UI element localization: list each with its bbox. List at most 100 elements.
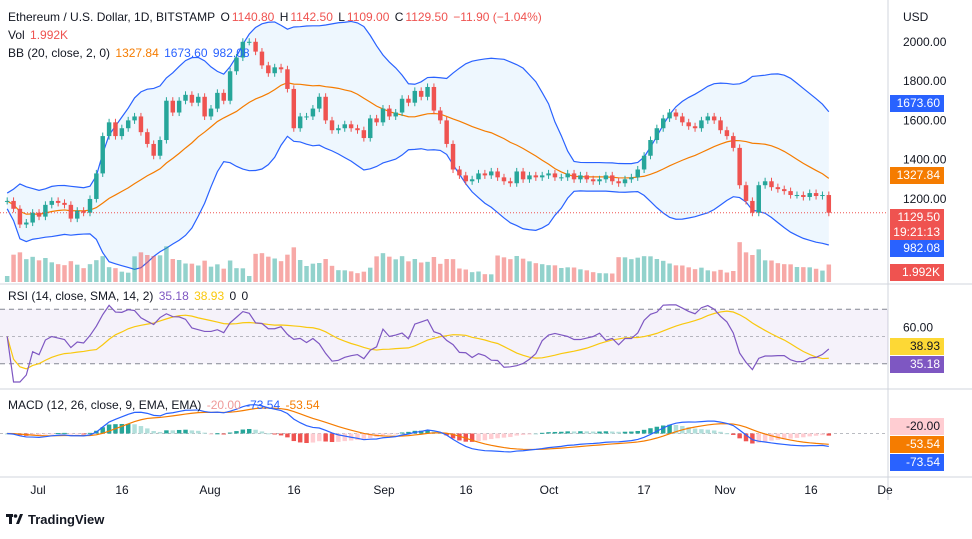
macd-histogram-bar bbox=[215, 433, 220, 435]
candle-body bbox=[355, 128, 360, 131]
macd-histogram-bar bbox=[826, 433, 832, 436]
volume-bar bbox=[399, 256, 405, 282]
volume-bar bbox=[125, 272, 131, 282]
bb-lower-tag: 982.08 bbox=[890, 240, 944, 257]
candle-body bbox=[215, 92, 220, 109]
volume-bar bbox=[355, 273, 360, 282]
rsi-sma-line bbox=[6, 310, 829, 370]
volume-bar bbox=[176, 260, 182, 282]
candle-body bbox=[272, 67, 277, 74]
volume-bar bbox=[667, 263, 672, 282]
macd-histogram-bar bbox=[317, 433, 322, 442]
macd-histogram-bar bbox=[775, 433, 781, 440]
macd-histogram-bar bbox=[62, 432, 67, 434]
volume-bar bbox=[590, 272, 596, 282]
volume-bar bbox=[62, 265, 67, 282]
candle-body bbox=[552, 173, 558, 178]
volume-bar bbox=[495, 255, 500, 282]
macd-histogram-bar bbox=[686, 427, 691, 434]
macd-histogram-bar bbox=[310, 433, 316, 443]
volume-bar bbox=[24, 259, 29, 282]
macd-histogram-bar bbox=[648, 428, 653, 434]
volume-bar bbox=[469, 272, 475, 282]
macd-histogram-bar bbox=[361, 433, 367, 440]
volume-bar bbox=[253, 253, 258, 282]
candle-body bbox=[151, 143, 156, 156]
volume-bar bbox=[476, 271, 481, 282]
volume-bar bbox=[750, 255, 755, 282]
volume-bar bbox=[514, 256, 519, 282]
macd-histogram-bar bbox=[603, 431, 609, 434]
macd-legend: MACD (12, 26, close, 9, EMA, EMA) -20.00… bbox=[8, 397, 322, 413]
volume-bar bbox=[724, 272, 730, 282]
volume-bar bbox=[546, 265, 551, 282]
volume-bar bbox=[348, 271, 354, 282]
macd-histogram-bar bbox=[552, 431, 558, 434]
candle-body bbox=[807, 193, 812, 197]
macd-histogram-bar bbox=[151, 431, 156, 434]
candle-body bbox=[533, 175, 539, 178]
candle-body bbox=[412, 90, 418, 103]
volume-bar bbox=[762, 260, 768, 282]
close-value: 1129.50 bbox=[405, 10, 448, 24]
macd-histogram-bar bbox=[635, 430, 640, 434]
volume-bar bbox=[272, 258, 277, 282]
volume-bar bbox=[457, 268, 462, 282]
candle-body bbox=[546, 173, 551, 176]
volume-bar bbox=[527, 261, 532, 282]
candle-body bbox=[380, 108, 386, 123]
volume-bar bbox=[756, 249, 761, 282]
candle-body bbox=[234, 57, 239, 72]
candle-body bbox=[673, 112, 679, 117]
macd-histogram-bar bbox=[246, 428, 252, 434]
low-value: 1109.00 bbox=[346, 10, 390, 24]
macd-histogram-bar bbox=[81, 433, 86, 435]
candle-body bbox=[368, 118, 373, 139]
price-tick-label: 2000.00 bbox=[903, 35, 947, 49]
volume-bar bbox=[673, 265, 679, 282]
rsi-value: 35.18 bbox=[158, 289, 189, 303]
candle-body bbox=[724, 130, 730, 137]
volume-bar bbox=[119, 271, 125, 282]
candle-body bbox=[138, 116, 144, 133]
macd-histogram-bar bbox=[654, 426, 660, 434]
candle-body bbox=[336, 128, 341, 131]
volume-bar bbox=[323, 259, 328, 282]
volume-bar bbox=[431, 257, 437, 282]
macd-histogram-bar bbox=[336, 433, 341, 442]
candle-body bbox=[482, 173, 488, 176]
volume-bar bbox=[259, 253, 265, 282]
rsi-v2: 0 bbox=[241, 289, 249, 303]
volume-bar bbox=[616, 257, 621, 282]
macd-histogram-bar bbox=[743, 433, 749, 442]
candle-body bbox=[762, 181, 768, 186]
volume-bar bbox=[578, 269, 583, 282]
candle-body bbox=[610, 175, 615, 182]
macd-histogram-bar bbox=[157, 431, 163, 434]
volume-bar bbox=[310, 263, 316, 282]
macd-histogram-bar bbox=[138, 426, 144, 434]
volume-bar bbox=[680, 265, 685, 282]
candle-body bbox=[125, 120, 131, 129]
volume-bar bbox=[597, 273, 602, 282]
volume-bar bbox=[183, 263, 188, 282]
bb-upper-line bbox=[6, 20, 830, 194]
volume-bar bbox=[718, 269, 723, 282]
volume-bar bbox=[113, 268, 118, 282]
candle-body bbox=[731, 136, 736, 148]
macd-histogram-bar bbox=[145, 428, 150, 434]
macd-histogram-bar bbox=[119, 423, 125, 434]
macd-histogram-bar bbox=[323, 433, 328, 442]
macd-histogram-bar bbox=[641, 429, 647, 434]
macd-histogram-bar bbox=[106, 424, 112, 434]
candle-body bbox=[635, 169, 640, 178]
candle-body bbox=[501, 177, 507, 182]
macd-histogram-bar bbox=[514, 433, 519, 436]
candle-body bbox=[705, 116, 711, 121]
time-tick-label: Jul bbox=[30, 483, 45, 497]
bb-legend: BB (20, close, 2, 0) 1327.84 1673.60 982… bbox=[8, 45, 252, 61]
candle-body bbox=[310, 108, 316, 117]
candle-body bbox=[189, 94, 195, 103]
volume-bar bbox=[297, 260, 303, 282]
macd-histogram-bar bbox=[272, 433, 277, 435]
